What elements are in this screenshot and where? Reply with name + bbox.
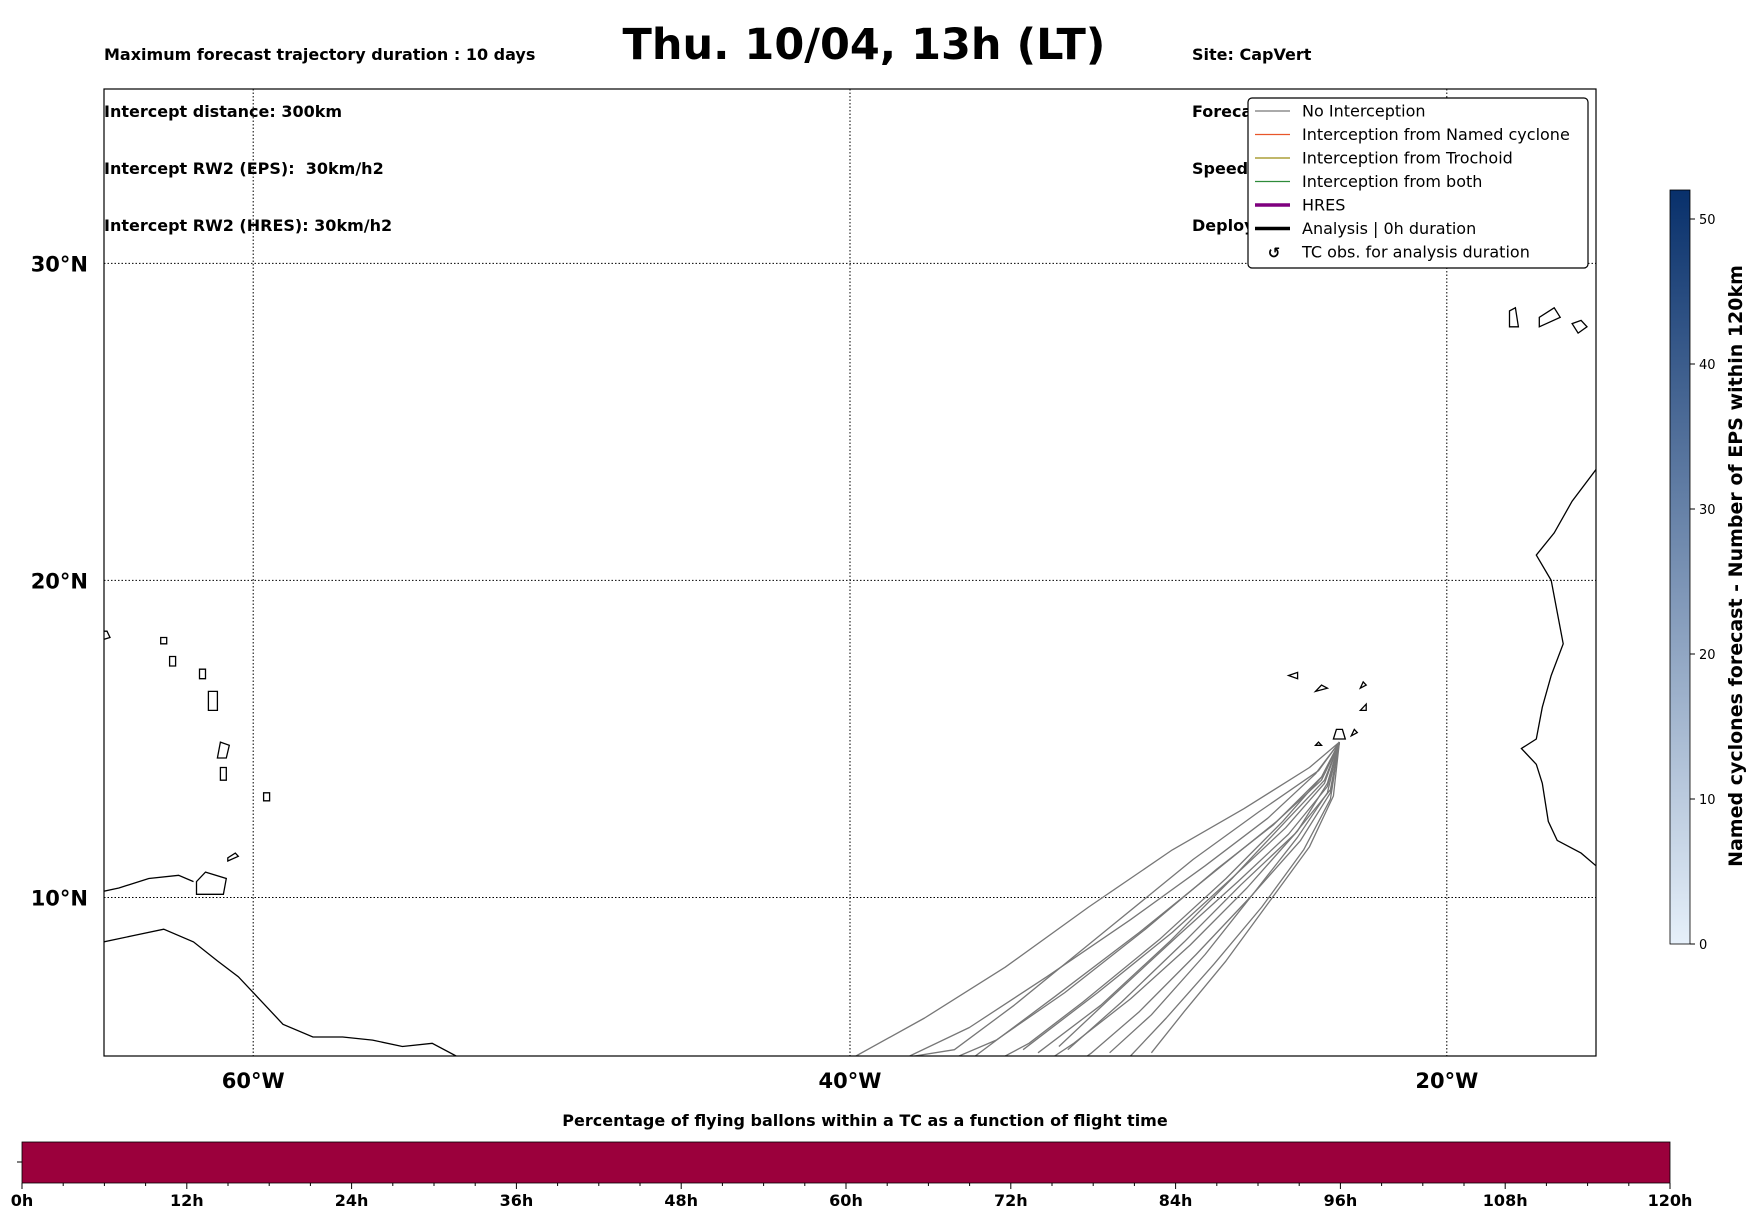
legend-item-label: Interception from Named cyclone bbox=[1302, 125, 1570, 144]
coastline bbox=[195, 871, 228, 895]
info-right-line-1: Site: CapVert bbox=[1192, 45, 1312, 64]
timebar-tick-label: 12h bbox=[170, 1191, 204, 1210]
coastline bbox=[1358, 680, 1368, 690]
colorbar-tick-label: 20 bbox=[1699, 648, 1716, 663]
trajectory-line bbox=[974, 741, 1340, 1056]
lat-tick-label: 20°N bbox=[31, 569, 88, 593]
trajectories bbox=[855, 741, 1341, 1056]
trajectory-line bbox=[1109, 741, 1341, 1054]
trajectory-line bbox=[1130, 741, 1341, 1056]
colorbar-tick-label: 10 bbox=[1699, 793, 1716, 808]
info-left-line-1: Maximum forecast trajectory duration : 1… bbox=[104, 45, 536, 64]
timebar-tick-label: 96h bbox=[1324, 1191, 1358, 1210]
legend-box bbox=[1247, 97, 1589, 269]
coastline bbox=[1286, 671, 1299, 680]
info-left: Maximum forecast trajectory duration : 1… bbox=[104, 7, 535, 254]
lon-tick-label: 20°W bbox=[1415, 1069, 1478, 1093]
coastline bbox=[1571, 319, 1588, 335]
coastline bbox=[1313, 741, 1324, 746]
trajectory-line bbox=[855, 741, 1340, 1056]
trajectory-line bbox=[957, 741, 1340, 1056]
timebar-tick-label: 84h bbox=[1159, 1191, 1193, 1210]
coastline bbox=[1520, 469, 1596, 867]
coastline bbox=[219, 766, 227, 781]
colorbar-label: Named cyclones forecast - Number of EPS … bbox=[1725, 265, 1747, 867]
coastline bbox=[262, 792, 271, 802]
lat-tick-label: 30°N bbox=[31, 252, 88, 276]
trajectory-line bbox=[1058, 741, 1341, 1047]
coastline bbox=[207, 690, 219, 712]
coastline bbox=[227, 852, 240, 863]
trajectory-line bbox=[910, 741, 1340, 1056]
timebar-tick-label: 36h bbox=[500, 1191, 534, 1210]
coastline bbox=[168, 655, 177, 667]
timebar: Percentage of flying ballons within a TC… bbox=[11, 1111, 1693, 1210]
timebar-title: Percentage of flying ballons within a TC… bbox=[562, 1111, 1168, 1130]
coastline bbox=[1313, 684, 1330, 693]
coastline bbox=[160, 636, 168, 645]
coastlines bbox=[104, 306, 1596, 1056]
colorbar-gradient bbox=[1669, 189, 1691, 945]
timebar-tick-label: 60h bbox=[829, 1191, 863, 1210]
legend-item-label: HRES bbox=[1302, 196, 1345, 215]
info-left-line-3: Intercept RW2 (EPS): 30km/h2 bbox=[104, 159, 384, 178]
legend-marker-icon: ↺ bbox=[1268, 244, 1281, 262]
coastline bbox=[1508, 306, 1520, 328]
timebar-tick-label: 72h bbox=[994, 1191, 1028, 1210]
main-title: Thu. 10/04, 13h (LT) bbox=[622, 20, 1106, 70]
lon-tick-label: 40°W bbox=[819, 1069, 882, 1093]
legend-item-label: Interception from Trochoid bbox=[1302, 149, 1513, 168]
legend: No Interception Interception from Named c… bbox=[1247, 97, 1589, 269]
coastline bbox=[216, 741, 231, 759]
trajectory-line bbox=[1150, 742, 1341, 1054]
trajectory-line bbox=[909, 741, 1340, 1056]
trajectory-line bbox=[1067, 741, 1341, 1051]
timebar-tick-label: 0h bbox=[11, 1191, 34, 1210]
coastline bbox=[104, 928, 459, 1056]
lat-tick-label: 10°N bbox=[31, 886, 88, 910]
info-left-line-4: Intercept RW2 (HRES): 30km/h2 bbox=[104, 216, 393, 235]
coastline bbox=[1358, 702, 1367, 712]
coastline bbox=[1538, 306, 1562, 328]
trajectory-line bbox=[1003, 741, 1340, 1056]
trajectory-line bbox=[1022, 741, 1341, 1051]
legend-item-label: No Interception bbox=[1302, 102, 1426, 121]
colorbar: Named cyclones forecast - Number of EPS … bbox=[1669, 189, 1747, 953]
legend-item-label: Interception from both bbox=[1302, 172, 1482, 191]
coastline bbox=[104, 630, 111, 640]
info-left-line-2: Intercept distance: 300km bbox=[104, 102, 343, 121]
lon-tick-label: 60°W bbox=[222, 1069, 285, 1093]
coastline bbox=[198, 668, 207, 680]
colorbar-tick-label: 40 bbox=[1699, 358, 1716, 373]
coastline bbox=[104, 874, 194, 892]
timebar-tick-label: 24h bbox=[335, 1191, 369, 1210]
timebar-tick-label: 108h bbox=[1483, 1191, 1528, 1210]
timebar-fill bbox=[21, 1141, 1671, 1184]
timebar-tick-label: 48h bbox=[664, 1191, 698, 1210]
colorbar-tick-label: 50 bbox=[1699, 213, 1716, 228]
legend-item-label: TC obs. for analysis duration bbox=[1301, 243, 1530, 262]
legend-item-label: Analysis | 0h duration bbox=[1302, 219, 1476, 238]
trajectory-line bbox=[1086, 741, 1341, 1056]
map-frame bbox=[103, 88, 1597, 1057]
coastline bbox=[1332, 728, 1347, 740]
colorbar-tick-label: 0 bbox=[1699, 938, 1707, 953]
colorbar-tick-label: 30 bbox=[1699, 503, 1716, 518]
timebar-tick-label: 120h bbox=[1648, 1191, 1693, 1210]
axis-labels: 60°W 40°W 20°W 30°N 20°N 10°N bbox=[31, 252, 1479, 1093]
coastline bbox=[1349, 728, 1359, 738]
